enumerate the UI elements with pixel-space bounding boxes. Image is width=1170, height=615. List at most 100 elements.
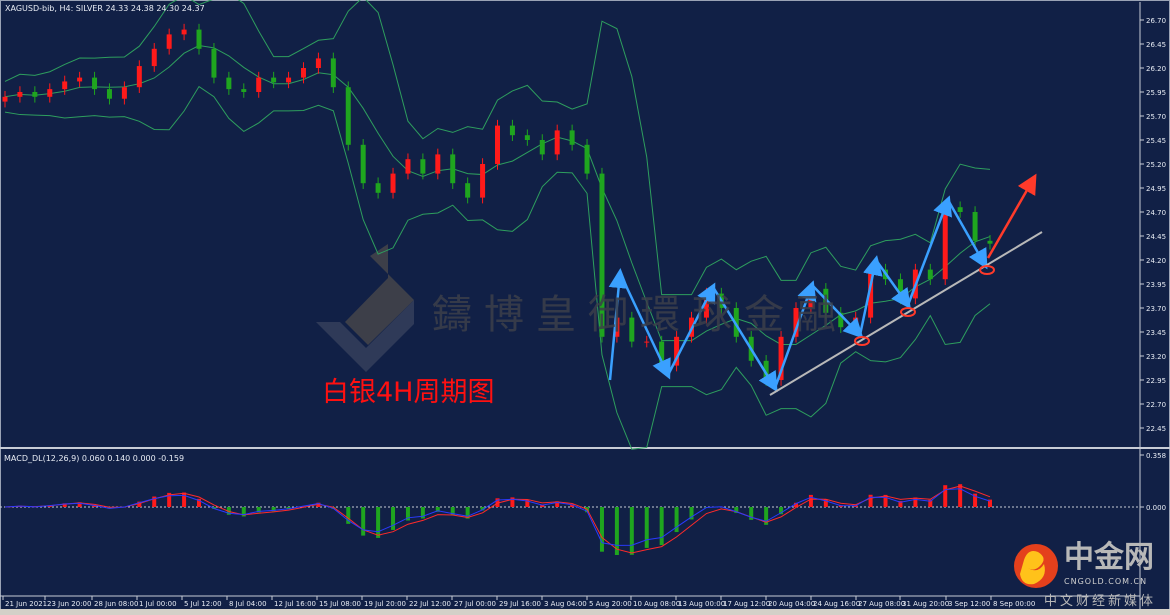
candle-body bbox=[957, 207, 963, 212]
watermark: 鑄博皇御環球金融 bbox=[432, 292, 848, 338]
logo-name: 中金网 bbox=[1064, 540, 1154, 575]
macd-histogram-bar bbox=[152, 496, 157, 507]
touch-point-circle bbox=[979, 265, 995, 275]
candle-body bbox=[450, 154, 456, 184]
time-tick-label: 13 Aug 00:00 bbox=[678, 600, 725, 608]
macd-histogram-bar bbox=[988, 499, 992, 507]
macd-histogram-bar bbox=[838, 505, 843, 507]
time-tick-label: 3 Sep 12:00 bbox=[948, 600, 990, 608]
time-tick-label: 27 Aug 08:00 bbox=[858, 600, 905, 608]
candle-body bbox=[629, 317, 635, 342]
candle-body bbox=[868, 269, 874, 318]
candle-body bbox=[509, 125, 515, 136]
macd-histogram-bar bbox=[361, 507, 366, 536]
time-tick-label: 27 Jul 00:00 bbox=[454, 600, 496, 608]
candle-body bbox=[92, 77, 98, 90]
price-tick-label: 22.70 bbox=[1146, 401, 1166, 409]
price-tick-label: 23.20 bbox=[1146, 353, 1166, 361]
candle-body bbox=[420, 159, 426, 174]
macd-histogram-bar bbox=[540, 504, 545, 507]
time-tick-label: 31 Aug 20:00 bbox=[902, 600, 949, 608]
target-arrow bbox=[986, 173, 1037, 259]
macd-histogram-bar bbox=[973, 493, 978, 507]
time-tick-label: 29 Jul 16:00 bbox=[499, 600, 541, 608]
time-tick-label: 8 Jul 04:00 bbox=[229, 600, 267, 608]
candle-body bbox=[256, 77, 262, 92]
macd-histogram-bar bbox=[525, 499, 530, 507]
logo-slogan: 中文财经新媒体 bbox=[1044, 594, 1157, 609]
candle-body bbox=[375, 183, 381, 193]
candle-body bbox=[480, 164, 486, 198]
macd-histogram-bar bbox=[808, 494, 813, 507]
candle-body bbox=[166, 34, 172, 49]
macd-label: MACD_DL(12,26,9) 0.060 0.140 0.000 -0.15… bbox=[4, 454, 185, 463]
candle-body bbox=[345, 87, 351, 145]
time-tick-label: 22 Jul 12:00 bbox=[409, 600, 451, 608]
candle-body bbox=[495, 125, 500, 164]
time-tick-label: 17 Aug 12:00 bbox=[723, 600, 770, 608]
macd-histogram-bar bbox=[391, 507, 396, 530]
macd-histogram-bar bbox=[167, 492, 172, 507]
macd-histogram-bar bbox=[614, 507, 619, 555]
candle-body bbox=[315, 58, 321, 68]
bollinger-upper bbox=[4, 0, 991, 296]
candle-body bbox=[271, 77, 277, 83]
wave-arrow bbox=[906, 195, 953, 306]
candle-body bbox=[644, 341, 650, 343]
time-tick-label: 28 Jun 08:00 bbox=[94, 600, 138, 608]
macd-histogram-bar bbox=[241, 507, 246, 517]
candle-body bbox=[733, 308, 739, 337]
candle-body bbox=[465, 183, 471, 198]
candle-body bbox=[584, 144, 590, 174]
macd-histogram-bar bbox=[629, 507, 634, 555]
macd-histogram-bar bbox=[570, 504, 575, 507]
macd-histogram-bar bbox=[793, 502, 798, 507]
time-tick-label: 20 Aug 04:00 bbox=[768, 600, 815, 608]
price-tick-label: 23.70 bbox=[1146, 305, 1166, 313]
candle-body bbox=[703, 293, 709, 318]
macd-histogram-bar bbox=[764, 507, 769, 525]
candle-body bbox=[77, 77, 83, 82]
candle-body bbox=[196, 29, 202, 49]
macd-histogram-bar bbox=[286, 507, 291, 510]
cngold-logo-swirl bbox=[1020, 551, 1045, 585]
macd-histogram-bar bbox=[659, 507, 664, 546]
price-tick-label: 25.70 bbox=[1146, 113, 1166, 121]
time-tick-label: 5 Aug 20:00 bbox=[589, 600, 632, 608]
candle-body bbox=[853, 317, 859, 328]
candle-body bbox=[241, 89, 247, 92]
price-tick-label: 26.45 bbox=[1146, 41, 1166, 49]
candle-body bbox=[62, 81, 68, 90]
time-tick-label: 8 Sep 00:00 bbox=[993, 600, 1035, 608]
macd-histogram-bar bbox=[943, 485, 948, 507]
macd-histogram-bar bbox=[823, 499, 828, 507]
macd-histogram-bar bbox=[271, 507, 276, 512]
macd-histogram-bar bbox=[405, 507, 410, 521]
candle-body bbox=[539, 140, 545, 155]
macd-histogram-bar bbox=[420, 507, 425, 519]
macd-histogram-bar bbox=[450, 507, 455, 516]
candle-body bbox=[599, 173, 605, 337]
price-tick-label: 23.45 bbox=[1146, 329, 1166, 337]
price-tick-label: 24.95 bbox=[1146, 185, 1166, 193]
macd-histogram-bar bbox=[644, 507, 649, 548]
time-tick-label: 12 Jul 16:00 bbox=[274, 600, 316, 608]
macd-histogram-bar bbox=[435, 507, 440, 512]
status-strip bbox=[0, 609, 1170, 615]
candle-body bbox=[106, 89, 112, 99]
wave-arrow bbox=[874, 259, 911, 310]
bollinger-lower bbox=[4, 85, 991, 450]
candle-body bbox=[121, 87, 127, 99]
wave-arrow bbox=[811, 284, 864, 339]
touch-point-circle bbox=[854, 336, 870, 346]
time-tick-label: 23 Jun 20:00 bbox=[47, 600, 91, 608]
macd-histogram-bar bbox=[689, 507, 694, 520]
macd-tick-label: 0.358 bbox=[1146, 452, 1166, 460]
candle-body bbox=[300, 68, 306, 78]
macd-histogram-bar bbox=[182, 492, 187, 507]
candle-body bbox=[942, 207, 948, 280]
time-tick-label: 10 Aug 08:00 bbox=[633, 600, 680, 608]
candle-body bbox=[674, 336, 680, 366]
time-tick-label: 21 Jun 2021 bbox=[5, 600, 47, 608]
